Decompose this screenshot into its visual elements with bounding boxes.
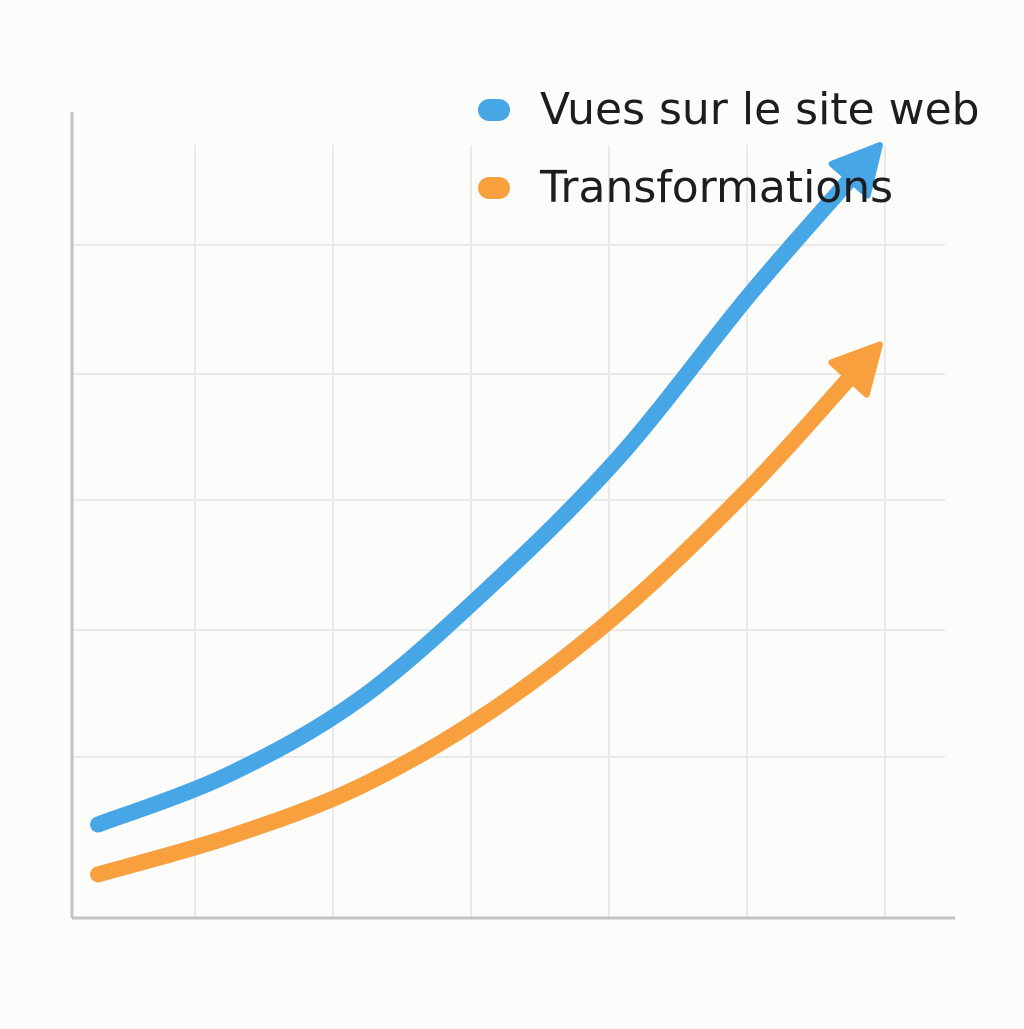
series-lines (98, 145, 880, 875)
grid-lines (72, 145, 945, 918)
legend-item-views: Vues sur le site web (478, 82, 980, 138)
legend: Vues sur le site web Transformations (478, 82, 980, 238)
legend-label-conversions: Transformations (540, 160, 893, 216)
legend-item-conversions: Transformations (478, 160, 980, 216)
legend-swatch-views (478, 99, 510, 121)
legend-label-views: Vues sur le site web (540, 82, 980, 138)
legend-swatch-conversions (478, 177, 510, 199)
series-line-conversions (98, 374, 853, 874)
